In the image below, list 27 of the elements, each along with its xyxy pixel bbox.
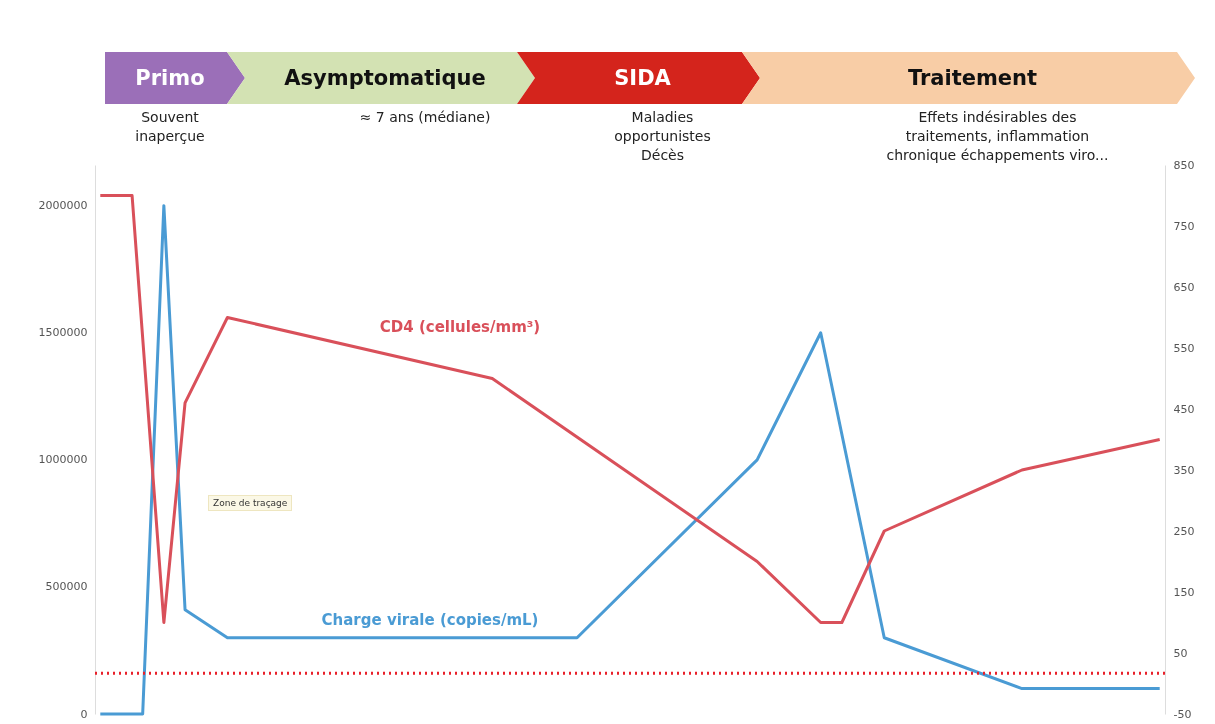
y2-tick-label: 850: [1173, 158, 1195, 172]
series-label: Charge virale (copies/mL): [321, 611, 539, 629]
text: Souvent inaperçue: [134, 108, 206, 146]
series-label: CD4 (cellules/mm³): [379, 318, 541, 336]
text: ≈ 7 ans (médiane): [358, 108, 492, 127]
y-tick-label: 1000000: [38, 453, 88, 467]
y-tick-label: 500000: [45, 580, 88, 594]
y-tick-label: 1500000: [38, 326, 88, 340]
annotation: Zone de traçage: [208, 495, 293, 511]
text: Asymptomatique: [283, 65, 487, 92]
y-tick-label: 2000000: [38, 199, 88, 213]
y-tick-label: 0: [80, 707, 88, 721]
y2-tick-label: 150: [1173, 585, 1195, 599]
text: Effets indésirables des traitements, inflammation chronique échappements viro...: [885, 108, 1110, 165]
text: Maladies opportunistes Décès: [613, 108, 712, 165]
text: Traitement: [906, 65, 1039, 92]
y2-tick-label: 450: [1173, 402, 1195, 416]
y2-tick-label: 550: [1173, 341, 1195, 355]
y2-tick-label: 250: [1173, 524, 1195, 538]
line-series: [98, 204, 1162, 716]
y2-tick-label: 650: [1173, 280, 1195, 294]
text: SIDA: [613, 65, 672, 92]
y2-tick-label: 750: [1173, 219, 1195, 233]
text: Primo: [134, 65, 206, 92]
y2-tick-label: 50: [1173, 646, 1188, 660]
y2-tick-label: -50: [1173, 707, 1192, 721]
y2-tick-label: 350: [1173, 463, 1195, 477]
